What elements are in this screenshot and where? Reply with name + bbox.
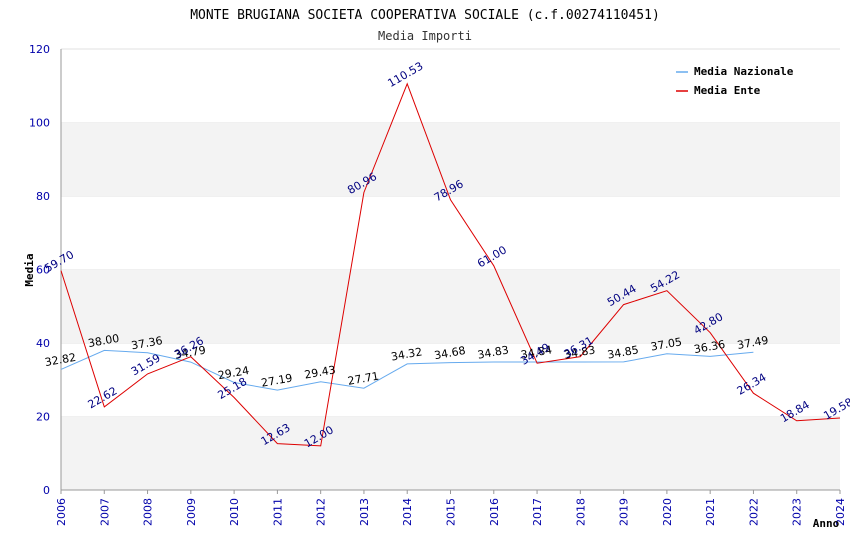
data-label: 34.68: [433, 344, 466, 362]
data-label: 34.83: [563, 343, 596, 361]
legend-label-media-ente: Media Ente: [694, 84, 761, 97]
y-tick-label: 40: [36, 337, 50, 350]
x-tick-label: 2022: [747, 498, 760, 526]
x-tick-label: 2008: [142, 498, 155, 526]
plot-band: [61, 196, 840, 270]
x-tick-label: 2012: [315, 498, 328, 526]
x-tick-label: 2024: [834, 498, 847, 526]
series-lines: [60, 82, 841, 447]
plot-band: [61, 343, 840, 417]
series-line-media-nazionale: [60, 349, 754, 391]
data-label: 29.24: [217, 364, 250, 382]
x-tick-label: 2010: [228, 498, 241, 526]
y-tick-label: 80: [36, 190, 50, 203]
data-label: 34.83: [477, 343, 510, 361]
y-tick-label: 60: [36, 264, 50, 277]
y-axis-ticks: 0 20 40 60 80 100 120: [29, 43, 50, 497]
x-tick-label: 2019: [618, 498, 631, 526]
data-label: 34.85: [606, 343, 639, 361]
x-tick-label: 2011: [271, 498, 284, 526]
x-tick-label: 2006: [55, 498, 68, 526]
chart-title: MONTE BRUGIANA SOCIETA COOPERATIVA SOCIA…: [190, 8, 660, 23]
data-label: 37.36: [130, 334, 163, 352]
plot-band: [61, 269, 840, 343]
data-label: 34.79: [174, 344, 207, 362]
data-label: 27.71: [347, 370, 380, 388]
data-label: 37.05: [650, 335, 683, 353]
plot-band: [61, 416, 840, 490]
x-tick-label: 2017: [531, 498, 544, 526]
x-tick-label: 2007: [98, 498, 111, 526]
series-line-media-ente: [60, 82, 841, 447]
y-tick-label: 100: [29, 117, 50, 130]
data-label: 34.32: [390, 345, 423, 363]
x-tick-label: 2021: [704, 498, 717, 526]
x-tick-label: 2020: [661, 498, 674, 526]
data-label: 36.36: [693, 338, 726, 356]
legend-label-media-nazionale: Media Nazionale: [694, 65, 794, 78]
data-label: 29.43: [303, 363, 336, 381]
legend: Media Nazionale Media Ente: [668, 59, 809, 101]
x-tick-label: 2015: [445, 498, 458, 526]
y-tick-label: 120: [29, 43, 50, 56]
x-axis-label: Anno: [813, 517, 840, 530]
x-tick-label: 2023: [791, 498, 804, 526]
data-label: 32.82: [44, 351, 77, 369]
chart-subtitle: Media Importi: [378, 29, 472, 43]
plot-band: [61, 122, 840, 196]
y-tick-label: 20: [36, 411, 50, 424]
data-label: 38.00: [87, 332, 120, 350]
plot-background-bands: [61, 48, 840, 490]
x-tick-label: 2013: [358, 498, 371, 526]
x-tick-label: 2018: [574, 498, 587, 526]
data-label: 37.49: [736, 334, 769, 352]
data-label: 34.84: [520, 343, 553, 361]
x-axis-ticks: 2006 2007 2008 2009 2010 2011 2012 2013 2014 2015…: [55, 490, 847, 526]
legend-box: [668, 59, 809, 101]
data-label: 27.19: [260, 371, 293, 389]
y-axis-label: Media: [23, 253, 36, 286]
x-tick-label: 2016: [488, 498, 501, 526]
y-tick-label: 0: [43, 484, 50, 497]
x-tick-label: 2014: [401, 498, 414, 526]
x-tick-label: 2009: [185, 498, 198, 526]
